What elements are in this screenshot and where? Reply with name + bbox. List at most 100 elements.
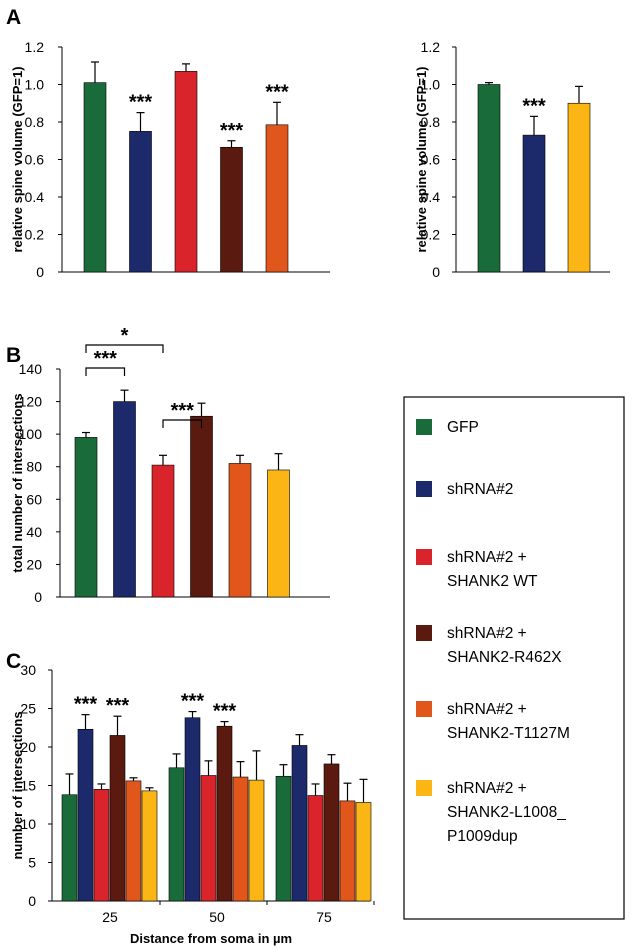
bar-A-right-0: [477, 84, 501, 273]
bar-B-2: [151, 464, 175, 598]
legend-box: [403, 396, 625, 920]
y-tick-label: 10: [20, 816, 36, 832]
y-axis-label: total number of intersections: [10, 393, 25, 572]
y-tick-label: 1.2: [421, 39, 441, 55]
bar-A-left-4: [265, 124, 289, 273]
significance-bracket: [85, 344, 164, 353]
significance-label: *: [121, 325, 129, 347]
bar-C-2-4: [339, 800, 356, 902]
x-tick-label: 50: [209, 909, 225, 925]
legend-swatch: [416, 701, 432, 717]
bar-C-0-1: [77, 728, 94, 902]
y-tick-label: 140: [19, 361, 43, 377]
bar-C-0-3: [109, 735, 126, 902]
significance-label: ***: [171, 400, 195, 422]
bar-C-2-2: [307, 795, 324, 902]
bar-A-left-1: [129, 131, 152, 273]
y-tick-label: 0: [432, 264, 440, 280]
legend-label: GFP: [447, 419, 479, 436]
bar-C-1-4: [232, 776, 249, 902]
y-tick-label: 0.8: [421, 114, 441, 130]
significance-label: ***: [129, 92, 153, 114]
y-tick-label: 0.8: [25, 114, 45, 130]
significance-label: ***: [213, 701, 237, 723]
bar-C-1-0: [168, 767, 185, 902]
y-tick-label: 80: [26, 459, 42, 475]
y-axis-label: number of intersections: [10, 711, 25, 859]
y-tick-label: 0.2: [25, 227, 45, 243]
legend-swatch: [416, 549, 432, 565]
bar-A-left-0: [83, 82, 107, 273]
bar-C-1-2: [200, 775, 217, 902]
legend-label: SHANK2-L1008_: [447, 804, 566, 821]
panel-letter: A: [6, 6, 21, 29]
bar-C-0-5: [141, 790, 158, 902]
bar-B-5: [267, 469, 290, 598]
legend-swatch: [416, 419, 432, 435]
y-axis-label: relative spine volume (GFP=1): [414, 66, 429, 252]
bar-A-right-2: [567, 102, 591, 273]
bar-C-2-0: [275, 775, 292, 902]
bar-C-2-5: [355, 802, 372, 902]
bar-C-0-4: [125, 780, 142, 902]
legend-label: shRNA#2: [447, 481, 513, 498]
y-tick-label: 30: [20, 662, 36, 678]
legend-swatch: [416, 780, 432, 796]
bar-A-right-1: [522, 134, 546, 273]
panel-letter: C: [6, 650, 21, 673]
bar-A-left-3: [220, 147, 243, 273]
y-tick-label: 0.6: [25, 152, 45, 168]
significance-label: ***: [522, 95, 546, 117]
legend-swatch: [416, 481, 432, 497]
y-tick-label: 5: [28, 855, 36, 871]
y-axis-label: relative spine volume (GFP=1): [10, 66, 25, 252]
legend-swatch: [416, 625, 432, 641]
y-tick-label: 20: [20, 739, 36, 755]
significance-label: ***: [106, 695, 130, 717]
significance-bracket: [85, 367, 126, 376]
bar-C-0-0: [61, 794, 78, 902]
y-tick-label: 0.4: [421, 189, 441, 205]
y-tick-label: 1.2: [25, 39, 45, 55]
bar-C-1-5: [248, 779, 265, 902]
x-axis-label: Distance from soma in µm: [130, 931, 292, 946]
y-tick-label: 40: [26, 524, 42, 540]
legend-label: shRNA#2 +: [447, 625, 527, 642]
bar-C-2-3: [323, 763, 340, 902]
legend-label: SHANK2 WT: [447, 573, 538, 590]
bar-C-1-3: [216, 725, 233, 902]
legend: GFP shRNA#2 shRNA#2 + SHANK2 WT shRNA#2 + SHA…: [403, 396, 625, 920]
x-tick-label: 25: [102, 909, 118, 925]
x-tick-label: 75: [316, 909, 332, 925]
significance-bracket: [162, 419, 203, 428]
y-tick-label: 1.0: [25, 77, 45, 93]
y-tick-label: 25: [20, 701, 36, 717]
y-tick-label: 0: [34, 589, 42, 605]
significance-label: ***: [265, 81, 289, 103]
bar-C-0-2: [93, 789, 110, 902]
y-tick-label: 120: [19, 394, 43, 410]
significance-label: ***: [181, 691, 205, 713]
significance-label: ***: [94, 348, 118, 370]
panel-letter: B: [6, 344, 21, 367]
significance-label: ***: [220, 120, 244, 142]
y-tick-label: 20: [26, 556, 42, 572]
bar-C-2-1: [291, 745, 308, 902]
legend-label: shRNA#2 +: [447, 701, 527, 718]
y-tick-label: 15: [20, 778, 36, 794]
bar-C-1-1: [184, 717, 201, 902]
y-tick-label: 100: [19, 426, 43, 442]
y-tick-label: 60: [26, 491, 42, 507]
y-tick-label: 0.4: [25, 189, 45, 205]
y-tick-label: 0: [28, 893, 36, 909]
legend-label: SHANK2-T1127M: [447, 725, 570, 742]
significance-label: ***: [74, 694, 98, 716]
legend-label: shRNA#2 +: [447, 549, 527, 566]
legend-label: P1009dup: [447, 828, 518, 845]
bar-A-left-2: [174, 71, 198, 273]
y-tick-label: 0: [36, 264, 44, 280]
y-tick-label: 1.0: [421, 77, 441, 93]
bar-B-3: [190, 415, 213, 598]
bar-B-0: [74, 437, 98, 598]
